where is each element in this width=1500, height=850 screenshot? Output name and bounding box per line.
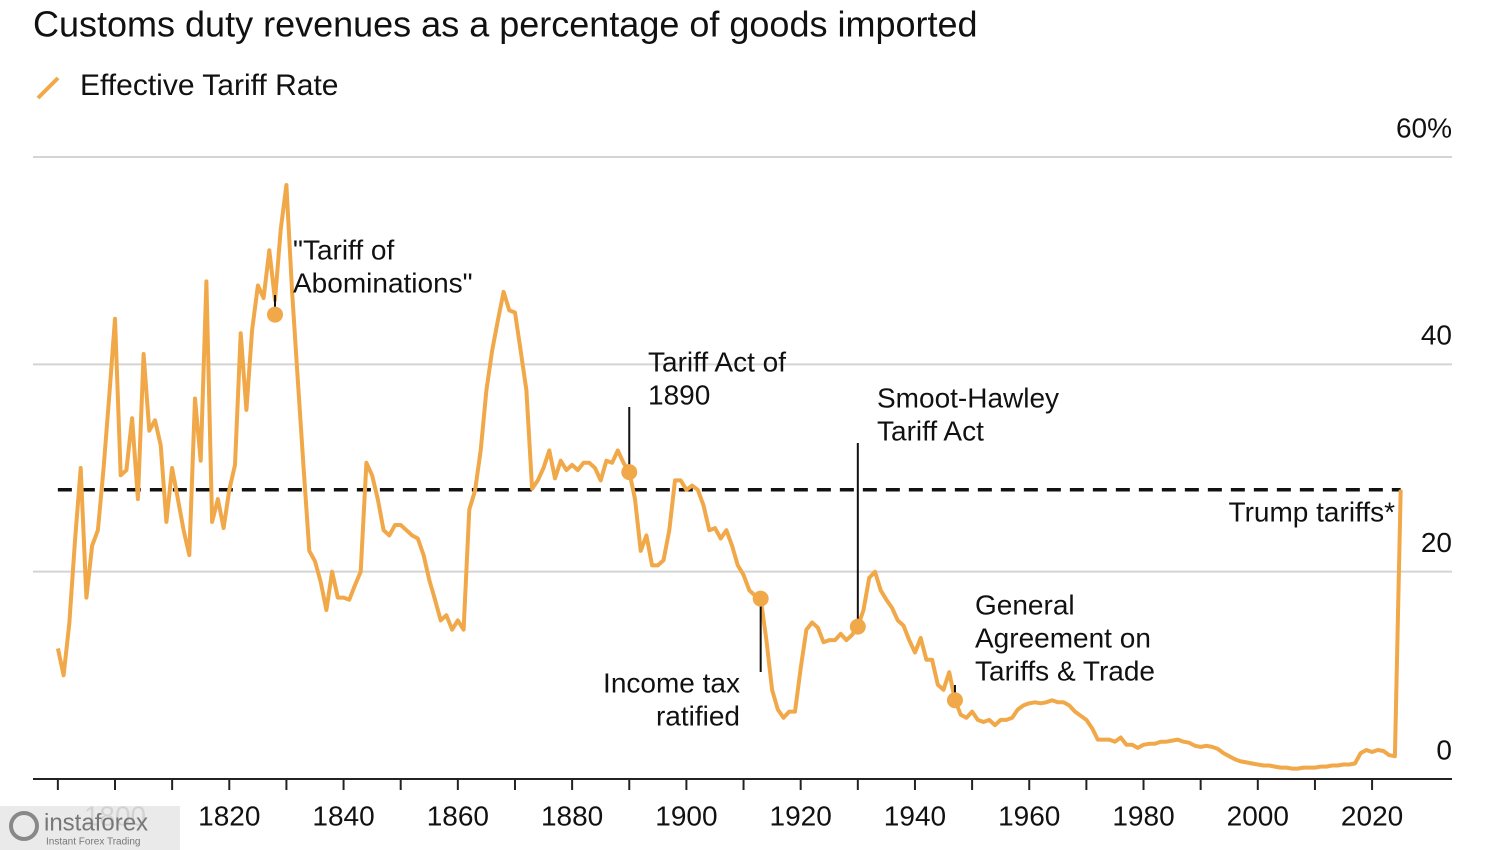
legend-swatch (36, 76, 60, 100)
watermark: instaforex Instant Forex Trading (0, 806, 180, 850)
x-tick-label: 2020 (1341, 800, 1403, 831)
chart-title: Customs duty revenues as a percentage of… (33, 4, 978, 45)
x-tick-label: 2000 (1227, 800, 1289, 831)
annotation-text: General (975, 589, 1075, 620)
reference-label: Trump tariffs* (1229, 496, 1396, 527)
watermark-icon (9, 811, 39, 841)
y-tick-label: 60% (1396, 112, 1452, 143)
annotation-dot (849, 618, 866, 635)
annotation-text: Tariffs & Trade (975, 655, 1155, 686)
annotation-dot (266, 306, 283, 323)
watermark-brand: instaforex (44, 809, 148, 836)
annotation-dot (946, 692, 963, 709)
y-tick-label: 40 (1421, 320, 1452, 351)
annotation-text: Smoot-Hawley (877, 382, 1059, 413)
x-tick-label: 1860 (427, 800, 489, 831)
x-tick-label: 1920 (770, 800, 832, 831)
x-tick-label: 1880 (541, 800, 603, 831)
x-tick-label: 1960 (998, 800, 1060, 831)
annotation-text: "Tariff of (293, 234, 394, 265)
annotation-text: Abominations" (293, 267, 473, 298)
annotation-text: Income tax (603, 667, 740, 698)
y-tick-label: 20 (1421, 527, 1452, 558)
annotation-text: Tariff Act (877, 415, 984, 446)
x-tick-label: 1900 (655, 800, 717, 831)
annotation-dot (752, 590, 769, 607)
watermark-tagline: Instant Forex Trading (46, 837, 141, 848)
y-tick-label: 0 (1436, 734, 1452, 765)
legend-label: Effective Tariff Rate (80, 69, 338, 102)
x-tick-label: 1980 (1112, 800, 1174, 831)
annotation-text: 1890 (648, 379, 710, 410)
data-line (55, 183, 1403, 771)
x-tick-label: 1940 (884, 800, 946, 831)
x-tick-label: 1820 (198, 800, 260, 831)
annotation-text: Agreement on (975, 622, 1151, 653)
annotation-text: ratified (656, 700, 740, 731)
annotation-dot (621, 464, 638, 481)
x-tick-label: 1840 (312, 800, 374, 831)
annotation-text: Tariff Act of (648, 346, 786, 377)
